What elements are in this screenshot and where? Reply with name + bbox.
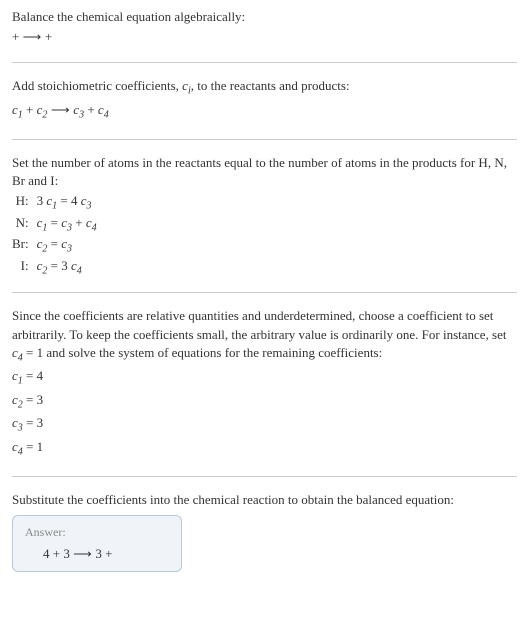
eq-left: + [12, 29, 23, 44]
r3v: = 3 [23, 415, 43, 430]
answer-value: 4 + 3 ⟶ 3 + [25, 545, 169, 563]
r1v: = 4 [23, 368, 43, 383]
ans-a: 4 [43, 546, 53, 561]
row-h: H: 3 c1 = 4 c3 [12, 192, 97, 214]
section-problem: Balance the chemical equation algebraica… [12, 8, 517, 63]
answer-label: Answer: [25, 524, 169, 541]
h-pre: 3 [37, 193, 47, 208]
ans-p2: + [105, 546, 112, 561]
eq-right: + [45, 29, 52, 44]
br-label: Br: [12, 235, 37, 257]
solve-a: Since the coefficients are relative quan… [12, 308, 507, 341]
eq-arrow: ⟶ [23, 29, 45, 44]
section-solve: Since the coefficients are relative quan… [12, 307, 517, 476]
atoms-table: H: 3 c1 = 4 c3 N: c1 = c3 + c4 Br: c2 = … [12, 192, 97, 278]
n-eq: c1 = c3 + c4 [37, 214, 97, 236]
coef-arrow: ⟶ [47, 102, 73, 117]
coef-title-b: , to the reactants and products: [191, 78, 350, 93]
n-label: N: [12, 214, 37, 236]
answer-title: Substitute the coefficients into the che… [12, 491, 517, 509]
ans-b: 3 [95, 546, 105, 561]
res4: c4 = 1 [12, 438, 517, 460]
n-mid: = [47, 215, 61, 230]
br-mid: = [47, 236, 61, 251]
atoms-title: Set the number of atoms in the reactants… [12, 154, 517, 190]
h-mid: = 4 [57, 193, 81, 208]
ans-arrow: ⟶ [73, 546, 95, 561]
problem-equation: + ⟶ + [12, 28, 517, 46]
br-s3: 3 [67, 244, 72, 255]
c4s: 4 [104, 110, 109, 121]
ans-p1: + 3 [53, 546, 73, 561]
n-plus: + [72, 215, 86, 230]
row-br: Br: c2 = c3 [12, 235, 97, 257]
plus1: + [23, 102, 37, 117]
problem-title: Balance the chemical equation algebraica… [12, 8, 517, 26]
plus2: + [84, 102, 98, 117]
br-eq: c2 = c3 [37, 235, 97, 257]
res3: c3 = 3 [12, 414, 517, 436]
n-s4: 4 [92, 222, 97, 233]
h-label: H: [12, 192, 37, 214]
section-coefficients: Add stoichiometric coefficients, ci, to … [12, 77, 517, 139]
row-n: N: c1 = c3 + c4 [12, 214, 97, 236]
h-eq: 3 c1 = 4 c3 [37, 192, 97, 214]
coef-title-a: Add stoichiometric coefficients, [12, 78, 182, 93]
section-atoms: Set the number of atoms in the reactants… [12, 154, 517, 294]
i-mid: = 3 [47, 258, 71, 273]
r2v: = 3 [23, 392, 43, 407]
i-eq: c2 = 3 c4 [37, 257, 97, 279]
i-s4: 4 [77, 265, 82, 276]
solve-title: Since the coefficients are relative quan… [12, 307, 517, 365]
solve-b: = 1 and solve the system of equations fo… [23, 345, 382, 360]
row-i: I: c2 = 3 c4 [12, 257, 97, 279]
res1: c1 = 4 [12, 367, 517, 389]
coef-title: Add stoichiometric coefficients, ci, to … [12, 77, 517, 99]
coef-equation: c1 + c2 ⟶ c3 + c4 [12, 101, 517, 123]
r4v: = 1 [23, 439, 43, 454]
section-answer: Substitute the coefficients into the che… [12, 491, 517, 586]
h-s3: 3 [87, 201, 92, 212]
res2: c2 = 3 [12, 391, 517, 413]
answer-box: Answer: 4 + 3 ⟶ 3 + [12, 515, 182, 572]
coef-results: c1 = 4 c2 = 3 c3 = 3 c4 = 1 [12, 367, 517, 459]
i-label: I: [12, 257, 37, 279]
